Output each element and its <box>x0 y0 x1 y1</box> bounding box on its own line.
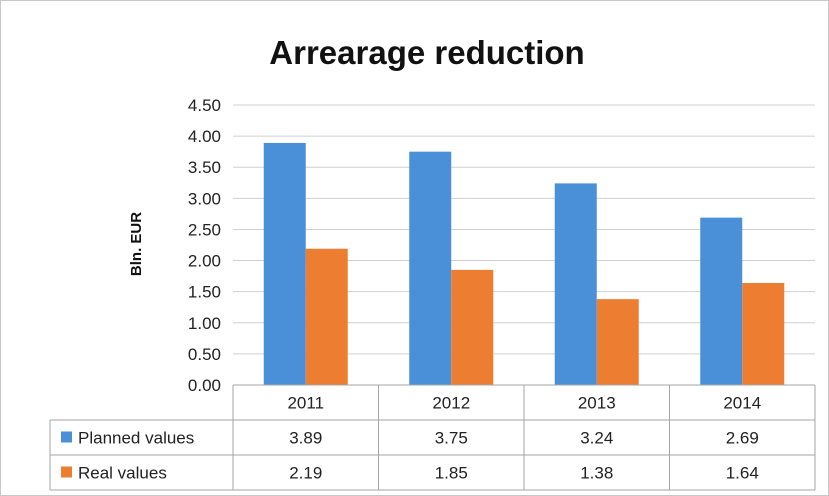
table-value: 2.19 <box>289 464 322 483</box>
y-tick-label: 1.50 <box>188 283 221 302</box>
y-tick-label: 0.00 <box>188 376 221 395</box>
y-tick-label: 1.00 <box>188 314 221 333</box>
data-table: 2011 2012 2013 2014 Planned values 3.89 3.75 3.… <box>49 384 816 491</box>
y-axis-ticks: 0.00 0.50 1.00 1.50 2.00 2.50 3.00 3.50 4.00 4.50 <box>188 96 221 395</box>
table-value: 1.64 <box>726 464 759 483</box>
bar-real-2012 <box>451 269 494 385</box>
legend-swatch <box>61 466 72 478</box>
x-tick-label: 2014 <box>723 394 761 413</box>
legend-label: Real values <box>78 464 167 483</box>
table-value: 2.69 <box>726 429 759 448</box>
bar-planned-2011 <box>263 142 306 385</box>
bar-planned-2014 <box>700 217 743 385</box>
bar-real-2013 <box>596 299 639 385</box>
table-value: 3.75 <box>435 429 468 448</box>
y-tick-label: 4.50 <box>188 96 221 115</box>
legend-label: Planned values <box>78 429 194 448</box>
y-tick-label: 4.00 <box>188 127 221 146</box>
table-value: 1.85 <box>435 464 468 483</box>
legend-swatch <box>61 431 72 443</box>
y-tick-label: 2.00 <box>188 252 221 271</box>
y-tick-label: 3.00 <box>188 189 221 208</box>
table-value: 3.24 <box>580 429 613 448</box>
x-tick-label: 2013 <box>578 394 616 413</box>
bar-planned-2013 <box>554 183 597 385</box>
bar-planned-2012 <box>409 151 452 385</box>
x-tick-label: 2012 <box>432 394 470 413</box>
bar-real-2011 <box>305 248 348 385</box>
table-value: 3.89 <box>289 429 322 448</box>
y-tick-label: 2.50 <box>188 220 221 239</box>
y-axis-label: Bln. EUR <box>128 212 145 276</box>
table-value: 1.38 <box>580 464 613 483</box>
x-tick-label: 2011 <box>287 394 324 413</box>
chart-title: Arrearage reduction <box>269 34 584 71</box>
y-tick-label: 0.50 <box>188 345 221 364</box>
bar-real-2014 <box>742 282 785 385</box>
y-tick-label: 3.50 <box>188 158 221 177</box>
bars <box>263 142 785 385</box>
